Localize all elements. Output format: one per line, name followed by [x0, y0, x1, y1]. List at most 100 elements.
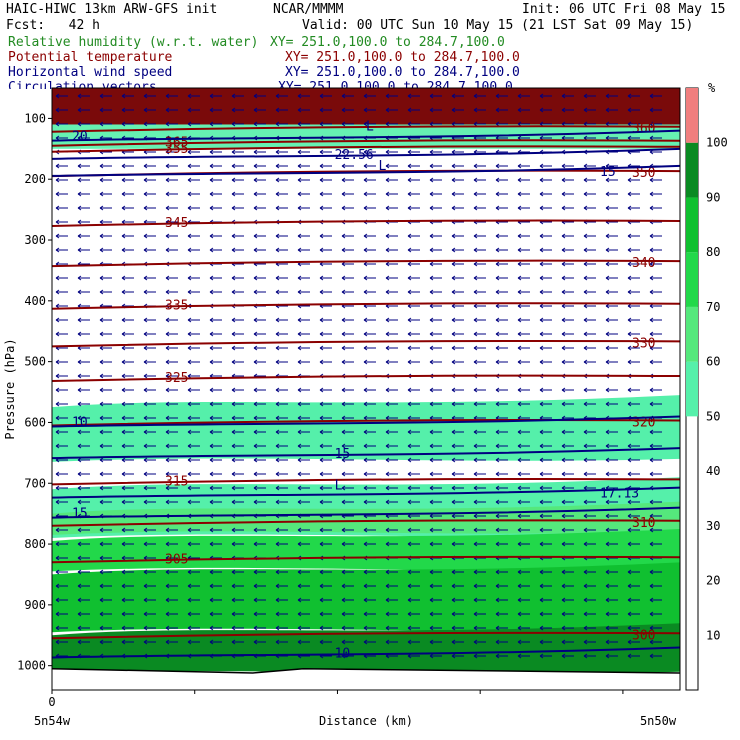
wind-vector-head [297, 457, 302, 463]
wind-vector-head [143, 611, 148, 617]
wind-vector-head [429, 177, 434, 183]
wind-vector-head [407, 611, 412, 617]
wind-vector-head [561, 597, 566, 603]
wind-vector-head [231, 639, 236, 645]
wind-vector-head [407, 583, 412, 589]
x-origin-label: 0 [48, 695, 55, 709]
wind-vector-head [583, 359, 588, 365]
wind-vector-head [627, 429, 632, 435]
wind-vector-head [429, 597, 434, 603]
legend-wind-xy: XY= 251.0,100.0 to 284.7,100.0 [285, 65, 520, 80]
colorbar-band [686, 197, 698, 253]
wind-vector-head [407, 121, 412, 127]
wind-vector-head [495, 457, 500, 463]
wind-vector-head [319, 471, 324, 477]
wind-vector-head [209, 485, 214, 491]
wind-vector-head [341, 107, 346, 113]
wind-vector-head [517, 163, 522, 169]
wind-vector-head [121, 121, 126, 127]
wind-vector-head [407, 331, 412, 337]
wind-vector-head [231, 401, 236, 407]
wind-vector-head [363, 415, 368, 421]
wind-vector-head [517, 345, 522, 351]
wind-vector-head [231, 317, 236, 323]
wind-vector-head [385, 275, 390, 281]
wind-vector-head [473, 331, 478, 337]
wind-vector-head [561, 429, 566, 435]
wind-vector-head [363, 499, 368, 505]
wind-vector-head [77, 555, 82, 561]
wind-vector-head [231, 415, 236, 421]
rh-layer [52, 562, 680, 633]
wind-vector-head [77, 163, 82, 169]
wind-vector-head [605, 191, 610, 197]
wind-vector-head [297, 639, 302, 645]
wind-vector-head [429, 261, 434, 267]
wind-vector-head [187, 583, 192, 589]
wind-vector-head [231, 443, 236, 449]
wind-vector-head [561, 457, 566, 463]
wind-contour [51, 646, 681, 659]
wind-vector-head [341, 499, 346, 505]
wind-vector-head [429, 527, 434, 533]
wind-vector-head [539, 317, 544, 323]
wind-vector-head [341, 541, 346, 547]
wind-vector-head [385, 359, 390, 365]
legend-theta-xy: XY= 251.0,100.0 to 284.7,100.0 [285, 50, 520, 65]
plot-frame [51, 87, 681, 691]
wind-vector-head [55, 485, 60, 491]
wind-vector-head [55, 121, 60, 127]
wind-vector-head [165, 233, 170, 239]
wind-vector-head [407, 247, 412, 253]
wind-vector-head [143, 387, 148, 393]
wind-vector-head [605, 205, 610, 211]
wind-label: 10 [335, 647, 351, 662]
wind-vector-head [319, 317, 324, 323]
wind-vector-head [385, 485, 390, 491]
wind-vector-head [319, 289, 324, 295]
wind-vector-head [231, 289, 236, 295]
wind-vector-head [187, 149, 192, 155]
wind-vector-head [649, 289, 654, 295]
wind-vector-head [583, 597, 588, 603]
wind-vector-head [517, 611, 522, 617]
wind-vector-head [495, 611, 500, 617]
wind-vector-head [429, 401, 434, 407]
wind-vector-head [495, 289, 500, 295]
wind-vector-head [99, 639, 104, 645]
wind-vector-head [121, 359, 126, 365]
wind-vector-head [583, 247, 588, 253]
wind-vector-head [517, 317, 522, 323]
wind-vector-head [77, 233, 82, 239]
wind-vector-head [143, 191, 148, 197]
wind-vector-head [99, 499, 104, 505]
wind-vector-head [253, 401, 258, 407]
wind-vector-head [165, 247, 170, 253]
wind-vector-head [539, 177, 544, 183]
wind-vector-head [55, 415, 60, 421]
wind-vector-head [165, 163, 170, 169]
wind-vector-head [539, 471, 544, 477]
wind-vector-head [407, 163, 412, 169]
wind-vector-head [539, 625, 544, 631]
wind-vector-head [407, 625, 412, 631]
wind-vector-head [649, 317, 654, 323]
wind-vector-head [517, 527, 522, 533]
wind-vector-head [165, 317, 170, 323]
wind-vector-head [187, 457, 192, 463]
wind-vector-head [165, 569, 170, 575]
wind-label: 10 [72, 415, 88, 430]
wind-vector-head [473, 611, 478, 617]
wind-vector-head [363, 569, 368, 575]
wind-vector-head [253, 429, 258, 435]
wind-vector-head [165, 177, 170, 183]
wind-vector-head [627, 597, 632, 603]
wind-vector-head [495, 401, 500, 407]
wind-vector-head [297, 359, 302, 365]
wind-vector-head [583, 471, 588, 477]
wind-vector-head [143, 289, 148, 295]
wind-vector-head [99, 471, 104, 477]
wind-label: 20 [72, 130, 88, 145]
wind-vector-head [297, 149, 302, 155]
wind-vector-head [121, 401, 126, 407]
